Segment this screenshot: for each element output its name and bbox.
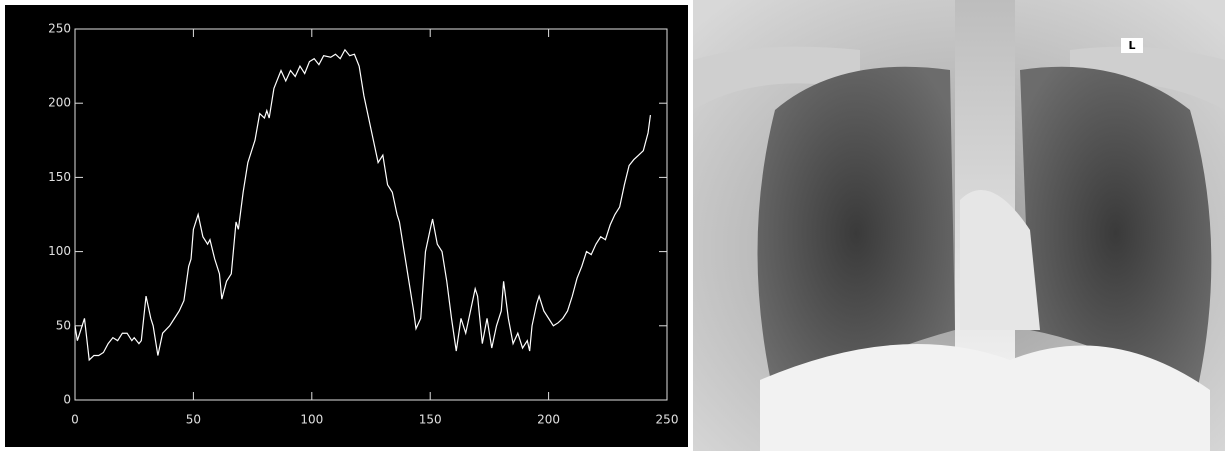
y-tick-label: 100 bbox=[48, 244, 71, 258]
x-tick-label: 100 bbox=[300, 413, 323, 427]
y-tick-label: 0 bbox=[63, 393, 71, 407]
plot-panel bbox=[5, 5, 688, 447]
plot-frame bbox=[74, 28, 668, 401]
y-tick-label: 50 bbox=[56, 318, 71, 332]
x-tick-label: 50 bbox=[186, 413, 201, 427]
y-tick-label: 200 bbox=[48, 96, 71, 110]
y-tick-label: 150 bbox=[48, 170, 71, 184]
y-tick-label: 250 bbox=[48, 22, 71, 36]
x-tick-label: 200 bbox=[537, 413, 560, 427]
xray-marker: L bbox=[1128, 39, 1135, 52]
xray-image: L bbox=[693, 0, 1225, 451]
data-line bbox=[74, 48, 652, 362]
x-tick-label: 150 bbox=[419, 413, 442, 427]
x-tick-label: 0 bbox=[71, 413, 79, 427]
x-tick-label: 250 bbox=[656, 413, 679, 427]
